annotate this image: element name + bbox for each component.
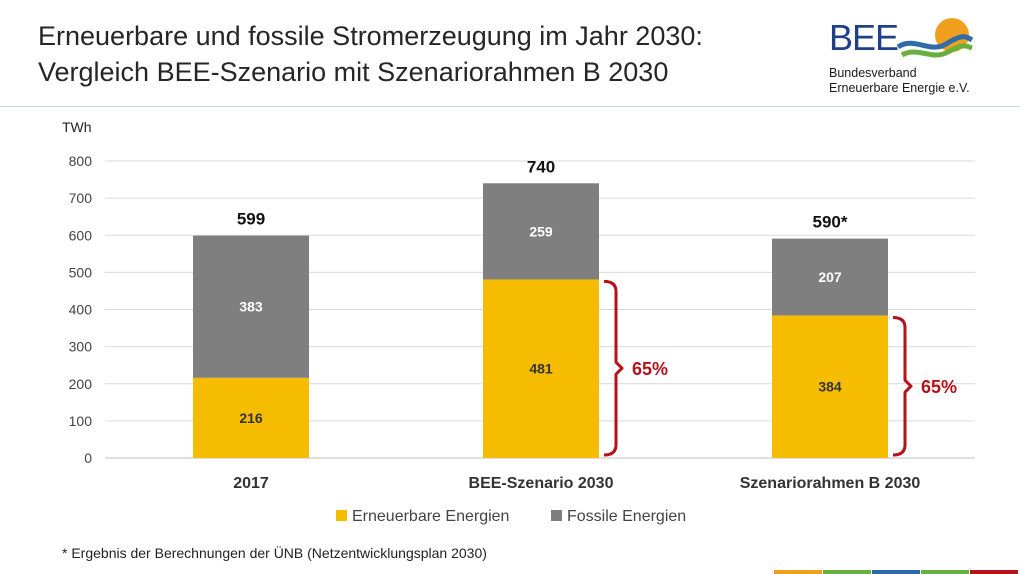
bottom-stripe-segment xyxy=(872,570,920,574)
data-label-renewable: 216 xyxy=(239,410,263,426)
y-axis-unit-label: TWh xyxy=(62,119,92,135)
footnote: * Ergebnis der Berechnungen der ÜNB (Net… xyxy=(62,545,487,561)
logo-wave-green-icon xyxy=(900,43,973,58)
total-label: 590* xyxy=(813,213,848,232)
bracket-icon xyxy=(603,279,624,457)
legend-label: Fossile Energien xyxy=(567,508,686,525)
data-label-fossil: 207 xyxy=(818,269,842,285)
y-tick-label: 200 xyxy=(69,376,93,392)
y-tick-label: 0 xyxy=(84,450,92,466)
bar-renewable xyxy=(772,315,888,458)
bee-logo: BEE Bundesverband Erneuerbare Energie e.… xyxy=(826,14,976,98)
logo-wordmark: BEE xyxy=(829,17,899,58)
x-tick-label: BEE-Szenario 2030 xyxy=(469,475,614,492)
legend-label: Erneuerbare Energien xyxy=(352,508,509,525)
title-line-1: Erneuerbare und fossile Stromerzeugung i… xyxy=(38,21,703,51)
legend-swatch xyxy=(551,510,562,521)
y-tick-label: 700 xyxy=(69,190,93,206)
header-divider xyxy=(0,106,1020,107)
bottom-stripe-segment xyxy=(970,570,1018,574)
bar-renewable xyxy=(193,377,309,458)
legend-swatch xyxy=(336,510,347,521)
bar-fossil xyxy=(193,235,309,378)
y-tick-label: 800 xyxy=(69,153,93,169)
page-title: Erneuerbare und fossile Stromerzeugung i… xyxy=(38,18,758,90)
y-tick-label: 400 xyxy=(69,302,93,318)
x-tick-label: Szenariorahmen B 2030 xyxy=(740,475,921,492)
x-tick-label: 2017 xyxy=(233,475,269,492)
bar-fossil xyxy=(483,183,599,280)
stacked-bar-chart: TWh 0 100 200 300 400 500 600 700 800 216 383 599 201… xyxy=(62,119,975,525)
logo-subtitle: Bundesverband Erneuerbare Energie e.V. xyxy=(829,66,970,96)
bar-renewable xyxy=(483,279,599,458)
percent-annotation: 65% xyxy=(632,359,668,379)
y-tick-label: 100 xyxy=(69,413,93,429)
data-label-fossil: 383 xyxy=(239,299,263,315)
logo-wave-blue-icon xyxy=(896,34,974,50)
data-label-renewable: 481 xyxy=(529,361,553,377)
title-line-2: Vergleich BEE-Szenario mit Szenariorahme… xyxy=(38,57,669,87)
bracket-icon xyxy=(892,315,913,457)
bar-fossil xyxy=(772,238,888,316)
total-label: 740 xyxy=(527,157,555,176)
bottom-stripe-segment xyxy=(774,570,822,574)
y-tick-label: 300 xyxy=(69,339,93,355)
data-label-renewable: 384 xyxy=(818,379,842,395)
y-tick-label: 500 xyxy=(69,264,93,280)
logo-subtitle-line-1: Bundesverband xyxy=(829,66,917,80)
y-tick-label: 600 xyxy=(69,227,93,243)
total-label: 599 xyxy=(237,210,265,229)
bottom-stripe-segment xyxy=(823,570,871,574)
data-label-fossil: 259 xyxy=(529,223,553,239)
logo-subtitle-line-2: Erneuerbare Energie e.V. xyxy=(829,81,970,95)
percent-annotation: 65% xyxy=(921,377,957,397)
logo-graphic xyxy=(896,18,974,58)
bottom-stripe-segment xyxy=(921,570,969,574)
